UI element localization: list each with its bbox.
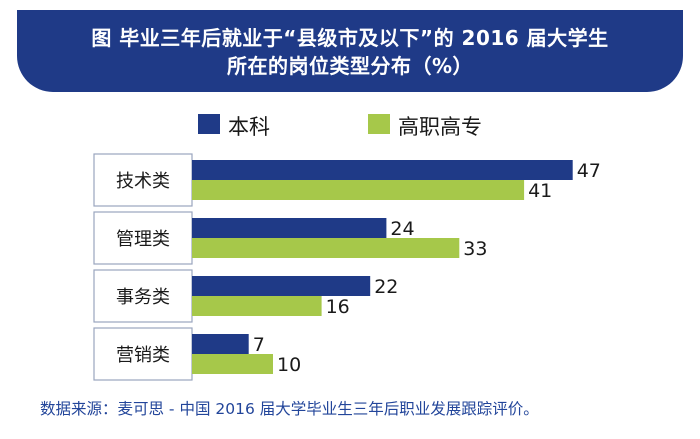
category-label: 技术类 — [116, 171, 170, 192]
data-label-series-1-管理类: 24 — [390, 218, 414, 240]
chart-title-line-2: 所在的岗位类型分布（%） — [226, 54, 474, 78]
legend-swatch-series-1 — [198, 114, 220, 134]
bar-series-2-事务类 — [192, 296, 322, 316]
bar-series-2-技术类 — [192, 180, 525, 200]
data-label-series-1-技术类: 47 — [577, 160, 601, 182]
bar-series-2-营销类 — [192, 354, 273, 374]
bar-series-1-事务类 — [192, 276, 371, 296]
data-label-series-2-营销类: 10 — [277, 354, 301, 376]
data-label-series-1-营销类: 7 — [253, 334, 265, 356]
legend-label-series-2: 高职高专 — [398, 115, 482, 139]
title-banner: 图 毕业三年后就业于“县级市及以下”的 2016 届大学生 所在的岗位类型分布（… — [17, 10, 683, 92]
category-label: 管理类 — [116, 229, 170, 250]
bar-series-1-管理类 — [192, 218, 387, 238]
data-label-series-2-管理类: 33 — [463, 238, 487, 260]
bar-series-2-管理类 — [192, 238, 460, 258]
chart-title-line-1: 图 毕业三年后就业于“县级市及以下”的 2016 届大学生 — [91, 26, 609, 50]
bar-series-1-营销类 — [192, 334, 249, 354]
legend-label-series-1: 本科 — [228, 115, 270, 139]
source-note: 数据来源：麦可思 - 中国 2016 届大学毕业生三年后职业发展跟踪评价。 — [40, 400, 539, 418]
bar-series-1-技术类 — [192, 160, 573, 180]
data-label-series-1-事务类: 22 — [374, 276, 398, 298]
category-label: 营销类 — [116, 345, 170, 366]
data-label-series-2-事务类: 16 — [326, 296, 350, 318]
data-label-series-2-技术类: 41 — [528, 180, 552, 202]
category-box — [93, 211, 193, 265]
legend-swatch-series-2 — [368, 114, 390, 134]
category-label: 事务类 — [116, 287, 170, 308]
